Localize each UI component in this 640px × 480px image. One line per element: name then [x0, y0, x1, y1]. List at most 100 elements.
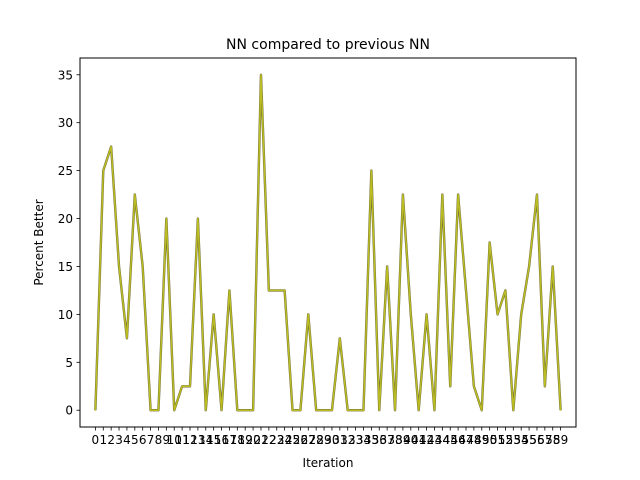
data-point: [339, 337, 341, 339]
data-point: [528, 265, 530, 268]
x-tick-label: 51: [490, 433, 505, 447]
y-axis-label: Percent Better: [32, 199, 46, 285]
data-point: [536, 193, 538, 196]
y-tick-label: 15: [58, 260, 73, 274]
x-tick-label: 1: [99, 433, 107, 447]
x-tick-label: 42: [419, 433, 434, 447]
x-tick-label: 34: [356, 433, 371, 447]
x-tick-label: 45: [443, 433, 458, 447]
x-tick-label: 56: [529, 433, 544, 447]
data-point: [449, 385, 451, 387]
data-point: [552, 265, 554, 268]
data-point: [165, 217, 167, 220]
x-tick-label: 58: [545, 433, 560, 447]
x-tick-label: 32: [340, 433, 355, 447]
y-tick-label: 20: [58, 212, 73, 226]
data-point: [110, 146, 112, 148]
data-point: [118, 265, 120, 268]
x-tick-label: 23: [269, 433, 284, 447]
data-point: [560, 409, 562, 411]
x-tick-label: 30: [324, 433, 339, 447]
x-tick-label: 15: [206, 433, 221, 447]
x-tick-label: 47: [458, 433, 473, 447]
plot-frame: [79, 57, 577, 428]
data-point: [425, 313, 428, 315]
data-point: [276, 289, 278, 292]
data-point: [260, 74, 262, 76]
data-point: [134, 193, 136, 196]
y-tick-label: 25: [58, 164, 73, 178]
x-tick-label: 55: [521, 433, 536, 447]
x-tick-label: 24: [277, 433, 292, 447]
data-point: [465, 289, 467, 292]
data-point: [394, 409, 396, 411]
data-point: [307, 313, 309, 315]
x-tick-label: 28: [309, 433, 324, 447]
x-tick-label: 49: [474, 433, 489, 447]
data-point: [362, 409, 365, 411]
data-point: [481, 409, 483, 411]
x-tick-label: 22: [261, 433, 276, 447]
x-tick-label: 20: [245, 433, 260, 447]
x-tick-label: 2: [107, 433, 115, 447]
x-tick-label: 48: [466, 433, 481, 447]
series-layer: [94, 73, 562, 412]
data-point: [355, 409, 357, 411]
x-tick-label: 52: [498, 433, 513, 447]
x-tick-label: 17: [222, 433, 237, 447]
data-point: [457, 193, 459, 196]
x-axis-ticks: 0 1 2 3 4 5 6 7 8 9101112131415161718192021222324…: [92, 427, 568, 447]
data-point: [489, 241, 491, 244]
data-point: [189, 385, 191, 387]
x-axis-label: Iteration: [303, 456, 354, 470]
data-point: [181, 385, 183, 387]
data-point: [496, 313, 499, 315]
x-tick-label: 50: [482, 433, 497, 447]
data-point: [544, 385, 546, 387]
data-point: [402, 193, 404, 196]
x-tick-label: 27: [301, 433, 316, 447]
data-point: [331, 409, 333, 411]
x-tick-label: 59: [553, 433, 568, 447]
x-tick-label: 21: [253, 433, 268, 447]
x-tick-label: 8: [155, 433, 163, 447]
x-tick-label: 10: [167, 433, 182, 447]
data-point: [205, 409, 207, 411]
x-tick-label: 0: [92, 433, 100, 447]
data-point: [410, 313, 412, 315]
chart-title: NN compared to previous NN: [226, 37, 430, 53]
data-point: [157, 409, 160, 411]
x-tick-label: 36: [372, 433, 387, 447]
x-tick-label: 4: [123, 433, 131, 447]
data-point: [473, 385, 475, 387]
x-tick-label: 9: [163, 433, 171, 447]
data-point: [347, 409, 349, 411]
data-point: [378, 409, 380, 411]
data-point: [197, 217, 199, 220]
data-point: [244, 409, 246, 411]
data-point: [323, 409, 325, 411]
y-tick-label: 5: [65, 356, 73, 370]
x-tick-label: 38: [387, 433, 402, 447]
x-tick-label: 11: [174, 433, 189, 447]
x-tick-label: 33: [348, 433, 363, 447]
series-line: [94, 74, 562, 411]
data-point: [299, 409, 301, 411]
data-point: [173, 409, 175, 411]
x-tick-label: 41: [411, 433, 426, 447]
y-axis-ticks: 0 5 10 15 20 25 30 35: [58, 68, 80, 418]
data-point: [386, 265, 388, 268]
y-tick-label: 30: [58, 116, 73, 130]
data-point: [370, 170, 372, 172]
x-tick-label: 35: [364, 433, 379, 447]
x-tick-label: 57: [537, 433, 552, 447]
data-point: [94, 409, 96, 411]
data-point: [291, 409, 294, 411]
x-tick-label: 25: [285, 433, 300, 447]
data-point: [220, 409, 223, 411]
x-tick-label: 44: [435, 433, 450, 447]
x-tick-label: 19: [238, 433, 253, 447]
data-point: [213, 313, 215, 315]
x-tick-label: 53: [506, 433, 521, 447]
